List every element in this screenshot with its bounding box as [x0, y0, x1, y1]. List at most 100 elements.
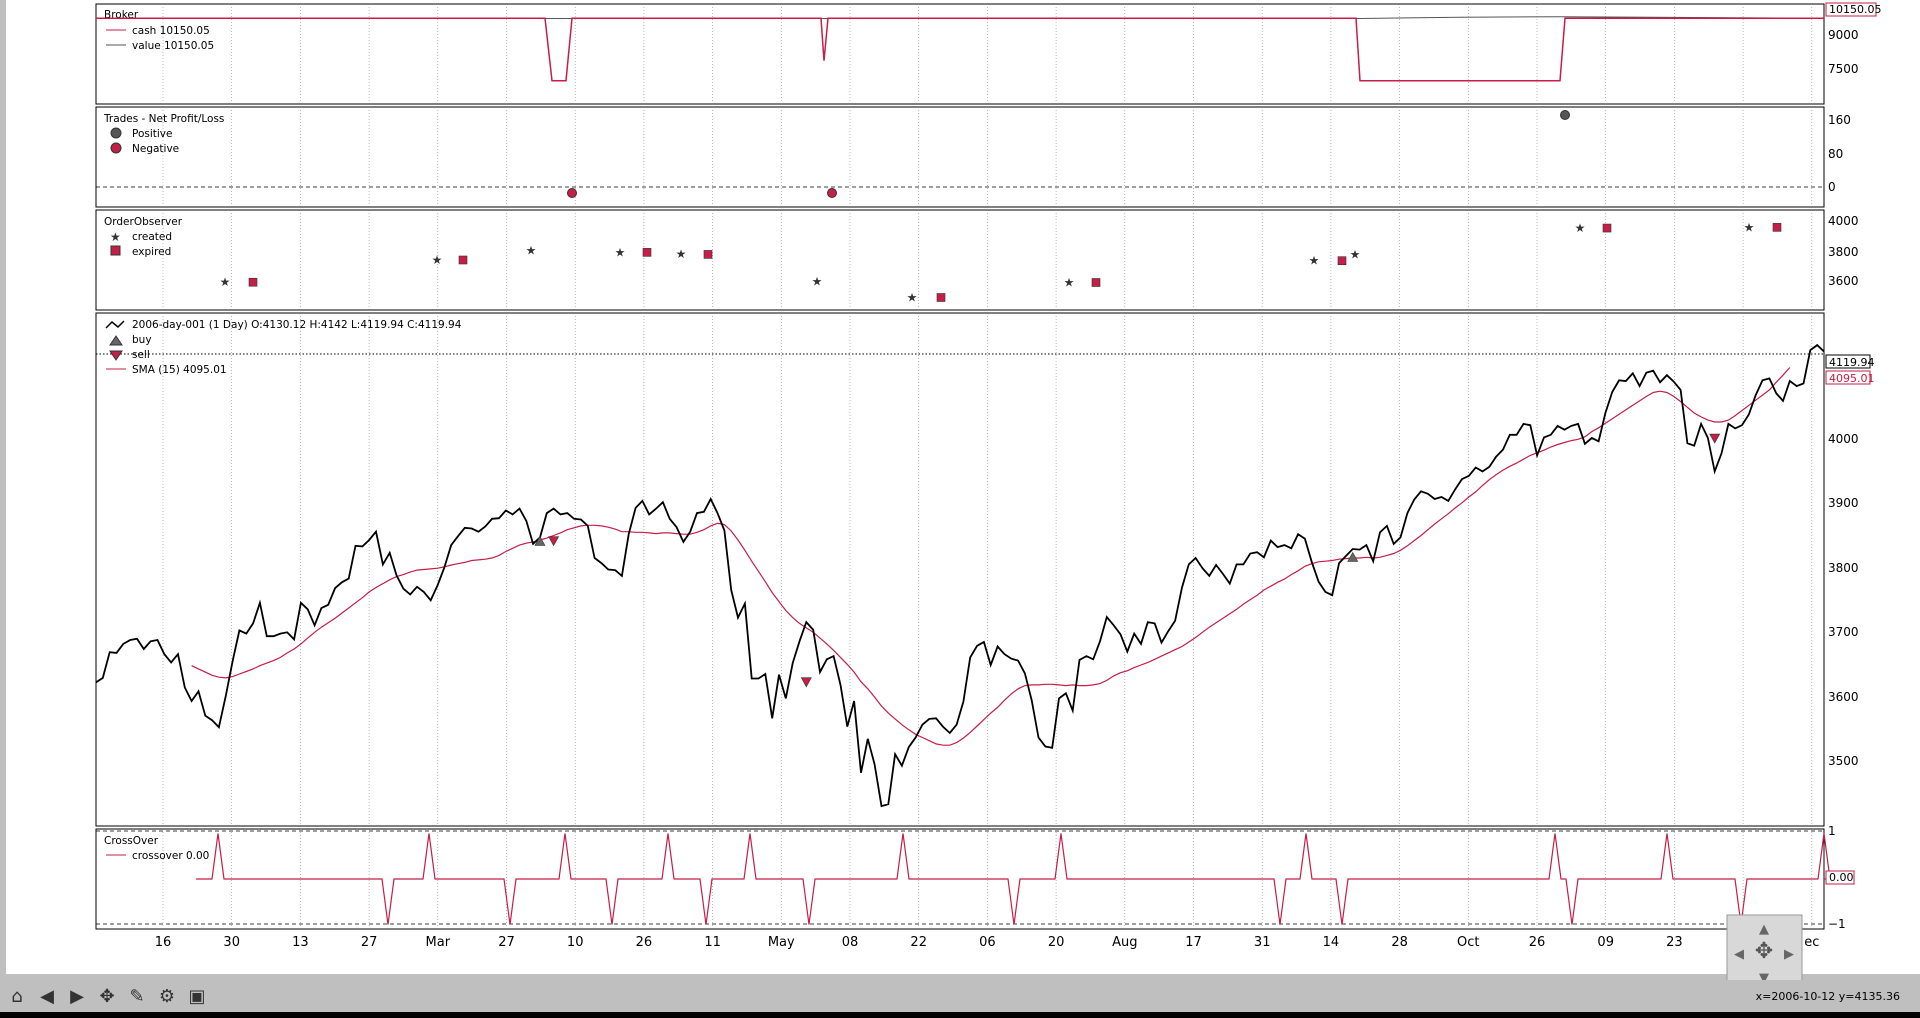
trades-legend-negative-marker — [110, 142, 122, 154]
main-legend-sell: sell — [132, 349, 150, 361]
order-created-marker: ★ — [220, 275, 231, 289]
order-created-marker: ★ — [1575, 221, 1586, 235]
pan-icon[interactable]: ✥ — [99, 985, 115, 1007]
broker-tick-9000: 9000 — [1828, 28, 1859, 42]
x-tick-label: 22 — [910, 935, 927, 950]
x-tick-label: 28 — [1391, 935, 1408, 950]
order-expired-marker — [1091, 278, 1101, 287]
order-created-marker: ★ — [812, 275, 823, 289]
main-axes-frame — [95, 312, 1825, 827]
sell-marker — [800, 677, 812, 688]
broker-axes-frame — [95, 3, 1825, 105]
coordinates-readout: x=2006-10-12 y=4135.36 — [1755, 990, 1900, 1003]
buy-marker — [534, 535, 546, 546]
crossover-legend: crossover 0.00 — [132, 850, 209, 862]
broker-cash-line — [96, 17, 1824, 82]
navigator-right-icon[interactable]: ▶ — [1784, 947, 1794, 962]
broker-panel[interactable]: Broker cash 10150.05 value 10150.05 9000… — [95, 2, 1882, 105]
trades-legend-positive: Positive — [132, 128, 172, 140]
x-tick-label: 31 — [1254, 935, 1271, 950]
x-tick-label: 30 — [223, 935, 240, 950]
order-created-marker: ★ — [1350, 247, 1361, 261]
x-tick-label: Oct — [1457, 935, 1479, 950]
crossover-title: CrossOver — [104, 835, 159, 847]
order-created-marker: ★ — [676, 247, 687, 261]
order-expired-marker — [703, 250, 713, 259]
order-expired-marker — [458, 255, 468, 265]
main-tick-3600: 3600 — [1828, 690, 1859, 704]
broker-legend-cash: cash 10150.05 — [132, 25, 210, 37]
main-price-panel[interactable]: 2006-day-001 (1 Day) O:4130.12 H:4142 L:… — [95, 312, 1875, 827]
main-tick-4000: 4000 — [1828, 432, 1859, 446]
configure-icon[interactable]: ⚙ — [158, 985, 176, 1007]
x-tick-label: 16 — [155, 935, 172, 950]
window-bottom-border — [0, 1012, 1920, 1018]
orders-panel[interactable]: OrderObserver ★ created expired ★★★ ★ ★★★★… — [95, 209, 1859, 311]
sell-marker — [548, 536, 560, 547]
main-sma-label-box — [1825, 370, 1871, 385]
main-tick-3800: 3800 — [1828, 561, 1859, 575]
order-expired-marker — [1772, 223, 1782, 232]
main-legend-sell-marker — [109, 350, 123, 361]
figure: Broker cash 10150.05 value 10150.05 9000… — [6, 0, 1920, 980]
crossover-panel[interactable]: CrossOver crossover 0.00 1 −1 0.00 — [95, 824, 1855, 931]
home-icon[interactable]: ⌂ — [11, 985, 23, 1007]
trades-tick-160: 160 — [1828, 113, 1851, 127]
orders-legend-created: created — [132, 231, 172, 243]
x-tick-label: 17 — [1185, 935, 1202, 950]
zoom-icon[interactable]: ✎ — [129, 985, 145, 1007]
broker-legend-value: value 10150.05 — [132, 40, 214, 52]
order-expired-marker — [936, 293, 946, 302]
toolbar: ⌂ ◀ ▶ ✥ ✎ ⚙ ▣ x=2006-10-12 y=4135.36 — [0, 980, 1920, 1018]
x-tick-label: Aug — [1112, 935, 1137, 950]
broker-last-label: 10150.05 — [1829, 3, 1882, 16]
x-tick-label: May — [768, 935, 795, 950]
navigator-down-icon[interactable]: ▼ — [1759, 971, 1769, 980]
buy-marker — [1347, 551, 1359, 562]
crossover-tick-neg1: −1 — [1828, 917, 1846, 931]
sell-marker — [1709, 433, 1721, 444]
trade-negative-point — [827, 188, 837, 198]
main-sma-label: 4095.01 — [1829, 372, 1875, 385]
trades-tick-80: 80 — [1828, 147, 1843, 161]
trades-title: Trades - Net Profit/Loss — [103, 113, 224, 125]
main-close-label: 4119.94 — [1829, 356, 1875, 369]
broker-tick-7500: 7500 — [1828, 62, 1859, 76]
x-axis-labels: 16 30 13 27 Mar 27 10 26 11 May 08 22 06 20 Aug 17 31 14 2… — [155, 935, 1820, 950]
order-expired-marker — [642, 248, 652, 257]
main-close-label-box — [1825, 354, 1871, 369]
orders-tick-4000: 4000 — [1828, 214, 1859, 228]
main-legend-buy: buy — [132, 334, 152, 346]
orders-legend-expired: expired — [132, 246, 171, 258]
pan-navigator[interactable]: ✥ ▲ ▼ ◀ ▶ — [1726, 914, 1803, 980]
x-tick-label: 27 — [498, 935, 515, 950]
crossover-tick-1: 1 — [1828, 824, 1836, 838]
trade-negative-point — [567, 188, 577, 198]
main-legend-sma: SMA (15) 4095.01 — [132, 364, 227, 376]
broker-last-label-box — [1825, 2, 1877, 17]
x-tick-label: 14 — [1323, 935, 1340, 950]
x-tick-label: 26 — [1529, 935, 1546, 950]
navigator-move-icon[interactable]: ✥ — [1755, 939, 1773, 964]
order-expired-marker — [248, 277, 258, 287]
trades-axes-frame — [95, 106, 1825, 208]
navigator-left-icon[interactable]: ◀ — [1734, 947, 1744, 962]
forward-icon[interactable]: ▶ — [70, 985, 84, 1007]
navigator-up-icon[interactable]: ▲ — [1759, 922, 1769, 937]
x-tick-label: Mar — [426, 935, 451, 950]
trade-positive-point — [1560, 110, 1570, 120]
x-tick-label: 10 — [567, 935, 584, 950]
main-legend-close: 2006-day-001 (1 Day) O:4130.12 H:4142 L:… — [132, 319, 462, 331]
x-tick-label: 27 — [361, 935, 378, 950]
x-tick-label: 26 — [636, 935, 653, 950]
x-tick-label: ec — [1804, 935, 1819, 950]
main-tick-3700: 3700 — [1828, 625, 1859, 639]
broker-title: Broker — [104, 9, 139, 21]
order-created-marker: ★ — [1309, 254, 1320, 268]
x-tick-label: 23 — [1666, 935, 1683, 950]
orders-points: ★ ★ ★ ★ ★ ★ ★ ★ ★ ★ ★ ★ — [220, 220, 1782, 305]
trades-panel[interactable]: Trades - Net Profit/Loss Positive Negati… — [95, 106, 1851, 208]
save-icon[interactable]: ▣ — [188, 985, 206, 1007]
back-icon[interactable]: ◀ — [40, 985, 54, 1007]
order-expired-marker — [1337, 256, 1347, 265]
